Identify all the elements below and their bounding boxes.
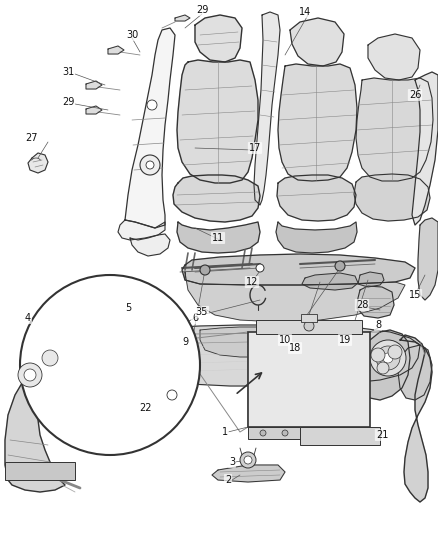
Polygon shape — [118, 220, 165, 240]
Polygon shape — [108, 46, 124, 54]
Circle shape — [42, 350, 58, 366]
Circle shape — [326, 430, 332, 436]
Circle shape — [167, 390, 177, 400]
Polygon shape — [290, 18, 344, 66]
Text: 26: 26 — [409, 90, 421, 100]
Text: 10: 10 — [279, 335, 291, 345]
Circle shape — [377, 362, 389, 374]
Polygon shape — [354, 174, 430, 221]
Circle shape — [146, 161, 154, 169]
Circle shape — [376, 346, 400, 370]
Polygon shape — [70, 325, 420, 386]
Text: 1: 1 — [222, 427, 228, 437]
Text: 22: 22 — [139, 403, 151, 413]
Polygon shape — [130, 234, 170, 256]
Text: 3: 3 — [229, 457, 235, 467]
Polygon shape — [418, 218, 438, 300]
Circle shape — [304, 430, 310, 436]
Text: 31: 31 — [62, 67, 74, 77]
Polygon shape — [278, 64, 357, 181]
Polygon shape — [356, 78, 433, 181]
Polygon shape — [55, 342, 82, 382]
Circle shape — [240, 452, 256, 468]
Polygon shape — [177, 60, 258, 183]
Polygon shape — [125, 28, 175, 228]
Circle shape — [24, 369, 36, 381]
Text: 21: 21 — [376, 430, 388, 440]
Circle shape — [388, 345, 402, 359]
Circle shape — [260, 430, 266, 436]
Circle shape — [348, 430, 354, 436]
Polygon shape — [133, 385, 170, 408]
Polygon shape — [398, 345, 432, 400]
Bar — [5, 462, 75, 480]
Polygon shape — [195, 15, 242, 62]
Text: 8: 8 — [375, 320, 381, 330]
Circle shape — [304, 321, 314, 331]
Text: 11: 11 — [212, 233, 224, 243]
Polygon shape — [177, 222, 260, 253]
Text: 29: 29 — [62, 97, 74, 107]
Polygon shape — [28, 153, 48, 173]
Polygon shape — [86, 106, 102, 114]
Polygon shape — [148, 370, 185, 405]
Bar — [256, 320, 362, 334]
Circle shape — [140, 155, 160, 175]
Bar — [248, 332, 370, 427]
Circle shape — [282, 430, 288, 436]
Polygon shape — [200, 327, 305, 357]
Text: 5: 5 — [125, 303, 131, 313]
Polygon shape — [276, 222, 357, 253]
Polygon shape — [358, 272, 384, 287]
Polygon shape — [182, 254, 415, 285]
Polygon shape — [5, 342, 80, 492]
Text: 28: 28 — [356, 300, 368, 310]
Text: 9: 9 — [182, 337, 188, 347]
Circle shape — [200, 265, 210, 275]
Text: 19: 19 — [339, 335, 351, 345]
Polygon shape — [254, 12, 280, 205]
Text: 4: 4 — [25, 313, 31, 323]
Text: 14: 14 — [299, 7, 311, 17]
Circle shape — [370, 340, 406, 376]
Circle shape — [147, 100, 157, 110]
Polygon shape — [86, 81, 102, 89]
Circle shape — [20, 275, 200, 455]
Text: 17: 17 — [249, 143, 261, 153]
Text: 18: 18 — [289, 343, 301, 353]
Text: 30: 30 — [126, 30, 138, 40]
Text: 35: 35 — [196, 307, 208, 317]
Polygon shape — [368, 34, 420, 80]
Text: 6: 6 — [192, 313, 198, 323]
Circle shape — [256, 264, 264, 272]
Polygon shape — [65, 335, 108, 398]
Circle shape — [244, 456, 252, 464]
Polygon shape — [140, 337, 178, 367]
Polygon shape — [358, 330, 410, 400]
Polygon shape — [175, 15, 190, 21]
Polygon shape — [212, 465, 285, 482]
Text: 29: 29 — [196, 5, 208, 15]
Polygon shape — [173, 175, 260, 222]
Bar — [301, 314, 317, 322]
Polygon shape — [185, 272, 405, 322]
Polygon shape — [357, 286, 394, 318]
Text: 2: 2 — [225, 475, 231, 485]
Circle shape — [335, 261, 345, 271]
Circle shape — [18, 363, 42, 387]
Circle shape — [371, 348, 385, 362]
Polygon shape — [277, 175, 356, 221]
Polygon shape — [412, 72, 438, 225]
Text: 15: 15 — [409, 290, 421, 300]
Polygon shape — [302, 273, 358, 290]
Bar — [300, 427, 380, 445]
Polygon shape — [400, 335, 432, 502]
Text: 12: 12 — [246, 277, 258, 287]
Text: 27: 27 — [26, 133, 38, 143]
Bar — [248, 427, 370, 439]
Circle shape — [383, 353, 393, 363]
